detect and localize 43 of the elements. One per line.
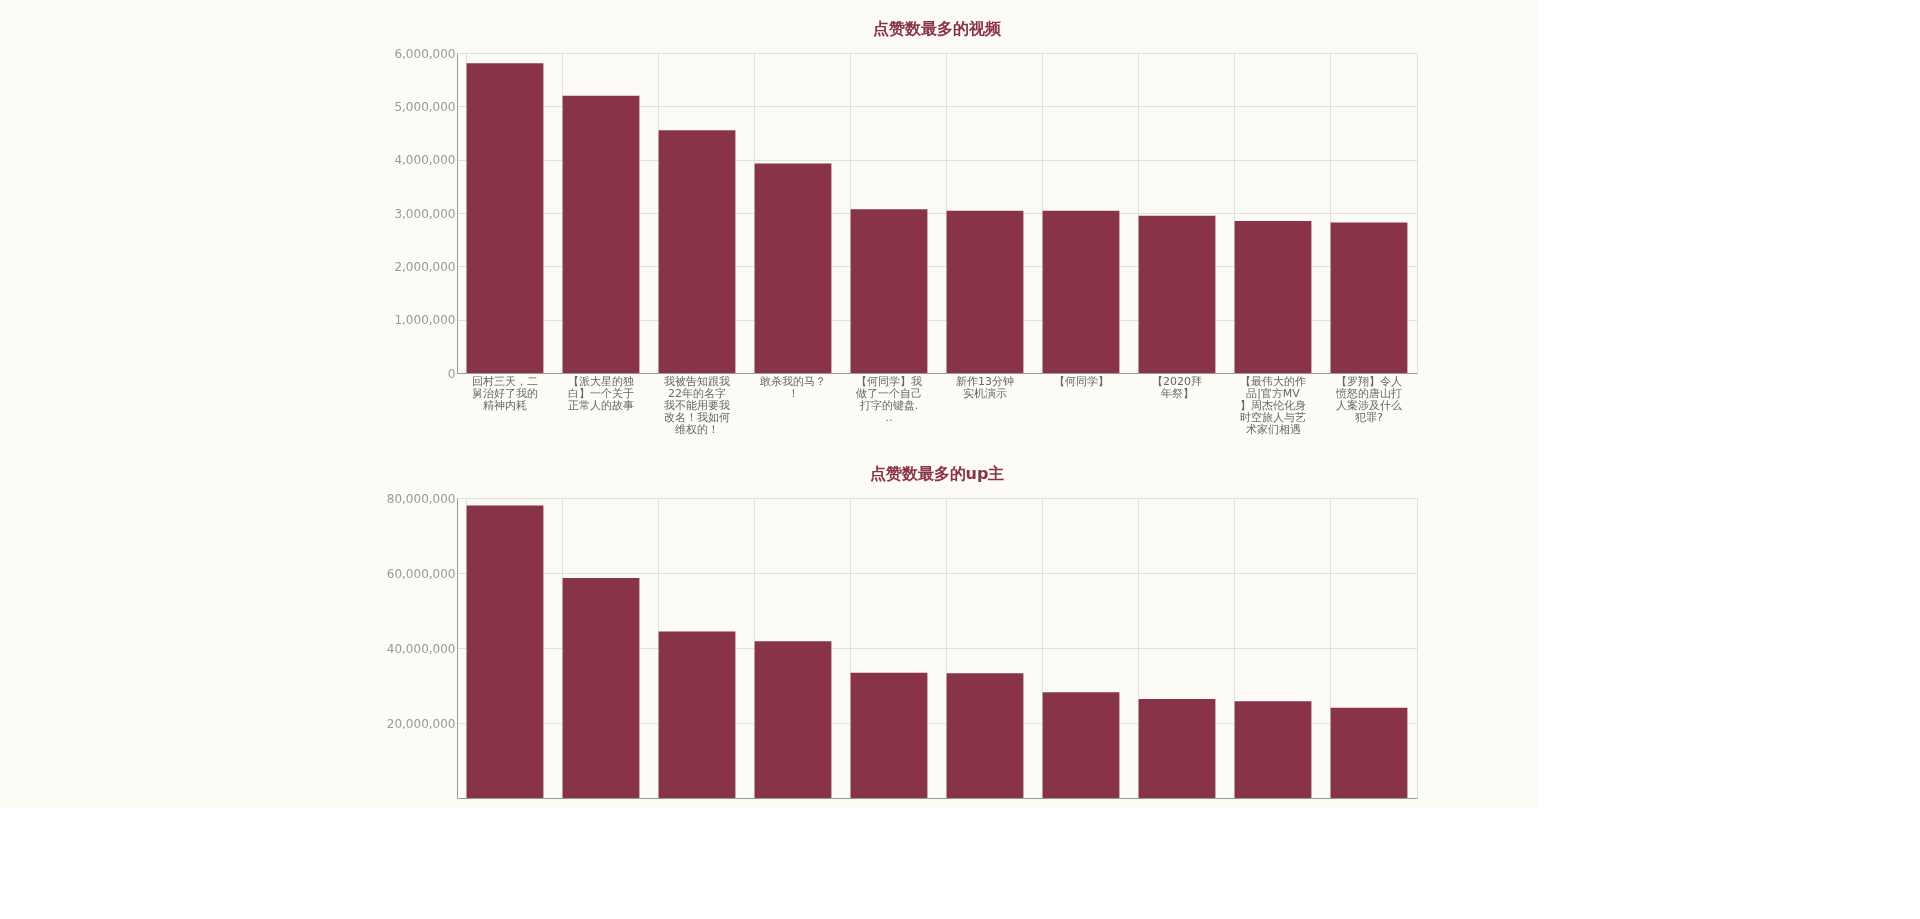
x-tick-label: 敢杀我的马？！	[760, 374, 826, 400]
y-tick-label: 1,000,000	[394, 313, 456, 328]
y-tick-label: 20,000,000	[386, 716, 456, 731]
bar	[946, 673, 1024, 798]
x-tick-label: 【派大星的独白】一个关于正常人的故事	[568, 374, 634, 412]
x-tick-label: 【2020拜年祭】	[1152, 374, 1202, 400]
bar	[754, 641, 832, 798]
bar	[466, 505, 544, 798]
bar	[562, 95, 640, 373]
bar	[1234, 701, 1312, 798]
y-tick-label: 2,000,000	[394, 259, 456, 274]
chart-title: 点赞数最多的up主	[869, 464, 1005, 483]
y-tick-label: 4,000,000	[394, 153, 456, 168]
bar	[1042, 210, 1120, 373]
x-tick-label: 【最伟大的作品|官方MV】周杰伦化身时空旅人与艺术家们相遇	[1240, 374, 1306, 436]
bar	[1138, 215, 1216, 373]
bar	[754, 163, 832, 373]
bar	[658, 130, 736, 373]
y-tick-label: 40,000,000	[386, 641, 456, 656]
y-tick-label: 80,000,000	[386, 491, 456, 506]
y-tick-label: 60,000,000	[386, 566, 456, 581]
bar	[1330, 222, 1408, 373]
x-tick-label: 【何同学】我做了一个自己打字的键盘...	[856, 374, 922, 424]
x-tick-label: 我被告知跟我22年的名字我不能用要我改名！我如何维权的！	[664, 374, 730, 436]
bar	[850, 209, 928, 373]
bar	[1138, 699, 1216, 798]
bar	[1330, 707, 1408, 798]
bar	[1234, 221, 1312, 373]
bar	[658, 631, 736, 798]
bar	[466, 63, 544, 373]
bar	[562, 577, 640, 798]
x-tick-label: 【何同学】	[1053, 374, 1109, 388]
y-tick-label: 3,000,000	[394, 206, 456, 221]
chart-title: 点赞数最多的视频	[873, 19, 1002, 38]
bar	[850, 672, 928, 798]
x-tick-label: 新作13分钟实机演示	[956, 374, 1014, 400]
bar	[1042, 692, 1120, 798]
x-tick-label: 【罗翔】令人愤怒的唐山打人案涉及什么犯罪?	[1335, 374, 1402, 424]
y-tick-label: 6,000,000	[394, 46, 456, 61]
y-tick-label: 5,000,000	[394, 99, 456, 114]
y-tick-label: 0	[447, 366, 456, 381]
bar	[946, 210, 1024, 373]
x-tick-label: 回村三天，二舅治好了我的精神内耗	[472, 374, 538, 412]
